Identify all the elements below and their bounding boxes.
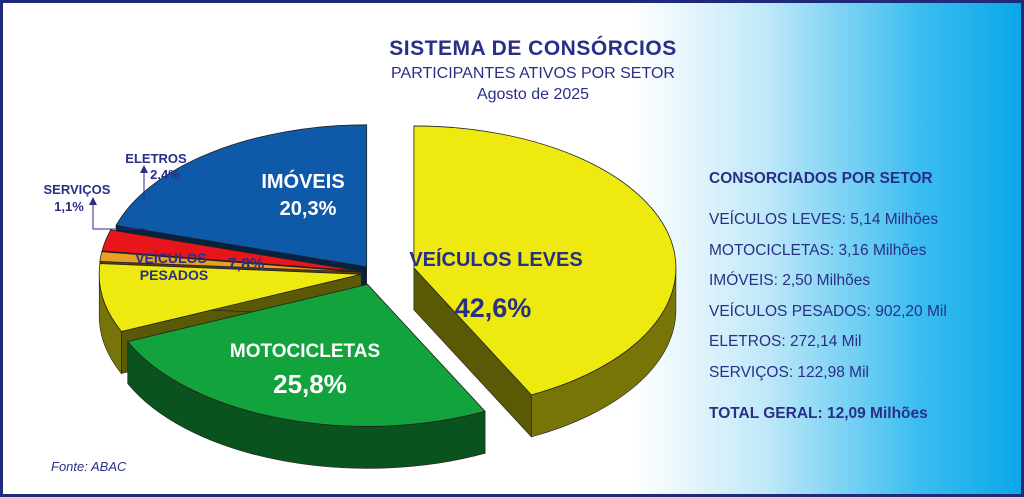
label-imoveis: IMÓVEIS <box>261 169 344 193</box>
value-servicos: 1,1% <box>54 199 84 214</box>
label-servicos: SERVIÇOS <box>44 182 111 197</box>
source-note: Fonte: ABAC <box>51 459 127 474</box>
leader-line-servicos <box>92 201 145 230</box>
value-motocicletas: 25,8% <box>273 369 347 399</box>
side-item-motocicletas: MOTOCICLETAS: 3,16 Milhões <box>709 241 927 259</box>
side-item-veiculos-leves: VEÍCULOS LEVES: 5,14 Milhões <box>709 211 939 228</box>
label-eletros: ELETROS <box>125 151 187 166</box>
side-item-servicos: SERVIÇOS: 122,98 Mil <box>709 363 869 381</box>
value-eletros: 2,4% <box>150 167 180 182</box>
slice-motocicletas <box>127 283 486 427</box>
chart-subtitle: PARTICIPANTES ATIVOS POR SETOR <box>391 65 675 82</box>
arrow-up-icon <box>89 197 97 205</box>
slice-veiculos-pesados <box>98 263 362 332</box>
slice-servicos <box>99 251 362 273</box>
side-item-eletros: ELETROS: 272,14 Mil <box>709 333 862 350</box>
chart-date: Agosto de 2025 <box>476 86 590 103</box>
slice-veiculos-leves <box>413 125 677 396</box>
slice-imoveis <box>115 124 368 268</box>
label-veiculos-pesados: VEÍCULOS PESADOS <box>135 250 208 283</box>
value-imoveis: 20,3% <box>280 198 337 220</box>
side-panel-title: CONSORCIADOS POR SETOR <box>709 170 933 187</box>
side-item-veiculos-pesados: VEÍCULOS PESADOS: 902,20 Mil <box>709 302 947 320</box>
side-item-imoveis: IMÓVEIS: 2,50 Milhões <box>709 272 871 289</box>
slice-eletros <box>101 229 362 272</box>
label-veiculos-leves: VEÍCULOS LEVES <box>409 248 582 271</box>
side-panel-total: TOTAL GERAL: 12,09 Milhões <box>709 405 928 422</box>
label-motocicletas: MOTOCICLETAS <box>230 341 380 362</box>
side-panel-list: VEÍCULOS LEVES: 5,14 Milhões MOTOCICLETA… <box>709 211 947 394</box>
chart-title: SISTEMA DE CONSÓRCIOS <box>389 37 677 60</box>
pie-chart: VEÍCULOS LEVES 42,6% MOTOCICLETAS 25,8% IMÓV… <box>44 124 677 469</box>
value-veiculos-pesados: 7,8% <box>228 256 264 273</box>
value-veiculos-leves: 42,6% <box>455 293 532 323</box>
arrow-up-icon <box>140 165 148 173</box>
